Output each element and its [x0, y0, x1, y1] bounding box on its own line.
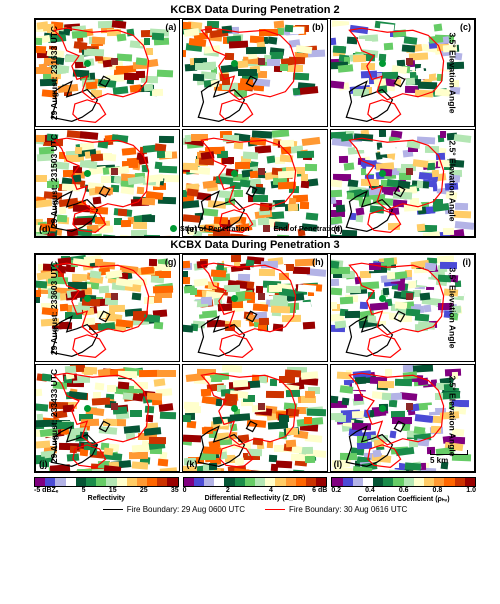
r-label: 3.5° Elevation Angle: [447, 32, 457, 113]
y-label: 29 August: 233433 UTC: [49, 369, 59, 463]
end-marker-icon: [258, 58, 265, 65]
colorbars: -5 dBZₑ5152535Reflectivity 0246 dBDiffer…: [34, 477, 476, 503]
panel-label: (b): [312, 22, 324, 32]
start-marker-icon: [379, 170, 386, 177]
r-label: 3.5° Elevation Angle: [447, 267, 457, 348]
end-marker-icon: [111, 58, 118, 65]
grid-top: (a)(b)(c)(d)(e)(f)29 August: 231633 UTC2…: [34, 18, 476, 238]
panel-b: (b): [182, 19, 327, 127]
start-marker-icon: [84, 170, 91, 177]
panel-label: (c): [460, 22, 471, 32]
end-marker-icon: [258, 168, 265, 175]
panel-k: (k): [182, 364, 327, 472]
start-marker-icon: [379, 405, 386, 412]
panel-label: (j): [39, 459, 48, 469]
boundary-legend: Fire Boundary: 29 Aug 0600 UTC Fire Boun…: [34, 505, 476, 514]
start-marker-icon: [379, 60, 386, 67]
start-marker-icon: [84, 295, 91, 302]
panel-h: (h): [182, 254, 327, 362]
panel-e: (e): [182, 129, 327, 237]
end-marker-icon: [406, 58, 413, 65]
start-marker-icon: [84, 60, 91, 67]
panel-label: (h): [312, 257, 324, 267]
r-label: 2.5° Elevation Angle: [447, 375, 457, 456]
end-marker-icon: [406, 168, 413, 175]
end-marker-icon: [406, 293, 413, 300]
y-label: 29 August: 233603 UTC: [49, 261, 59, 355]
end-marker-icon: [111, 168, 118, 175]
start-marker-icon: [84, 405, 91, 412]
inline-marker-legend: Start of Penetration End of Penetration: [34, 224, 476, 233]
panel-label: (i): [462, 257, 471, 267]
grid-bottom: (g) (h) (i) (j) (k) (l) 5 km 29 August: 233603 …: [34, 253, 476, 473]
panel-label: (l): [334, 459, 343, 469]
fig-title-top: KCBX Data During Penetration 2: [34, 4, 476, 16]
end-marker-icon: [258, 403, 265, 410]
start-marker-icon: [379, 295, 386, 302]
fig-title-bottom: KCBX Data During Penetration 3: [34, 239, 476, 251]
end-marker-icon: [111, 403, 118, 410]
y-label: 29 August: 231633 UTC: [49, 26, 59, 120]
scale-bar: 5 km: [430, 450, 468, 465]
y-label: 29 August: 231503 UTC: [49, 134, 59, 228]
r-label: 2.5° Elevation Angle: [447, 140, 457, 221]
panel-label: (g): [165, 257, 177, 267]
end-marker-icon: [406, 403, 413, 410]
panel-label: (k): [186, 459, 197, 469]
end-marker-icon: [111, 293, 118, 300]
end-marker-icon: [258, 293, 265, 300]
panel-label: (a): [165, 22, 176, 32]
